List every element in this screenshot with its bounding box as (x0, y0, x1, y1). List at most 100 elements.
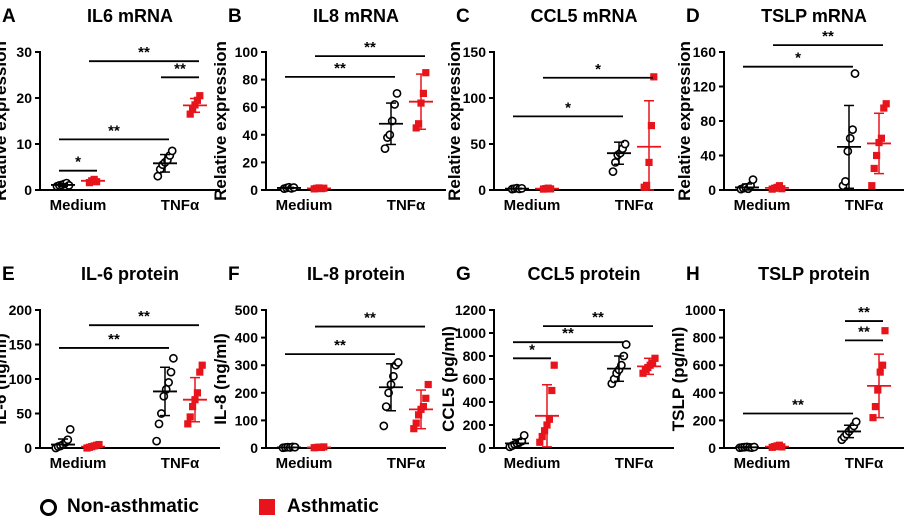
data-point-asthmatic (876, 368, 884, 376)
y-tick-label: 60 (242, 99, 258, 115)
data-point-asthmatic (186, 110, 194, 118)
data-point-asthmatic (422, 394, 430, 402)
x-tick-label: Medium (50, 197, 107, 214)
y-tick-label: 600 (693, 357, 717, 373)
significance-label: * (75, 154, 81, 171)
data-point-asthmatic (874, 386, 882, 394)
data-point-asthmatic (196, 92, 204, 100)
panel-title: CCL5 protein (527, 264, 640, 284)
legend: Non-asthmatic Asthmatic (40, 492, 439, 522)
y-tick-label: 0 (24, 440, 32, 456)
y-tick-label: 80 (700, 113, 716, 129)
x-tick-label: Medium (276, 455, 333, 472)
data-point-asthmatic (415, 120, 423, 128)
data-point-non-asthmatic (392, 89, 402, 98)
y-tick-label: 500 (235, 302, 259, 318)
data-point-asthmatic (412, 419, 420, 427)
y-tick-label: 80 (242, 72, 258, 88)
legend-label-asthmatic: Asthmatic (286, 496, 379, 517)
data-point-non-asthmatic (850, 69, 860, 78)
data-point-asthmatic (879, 361, 887, 369)
data-point-non-asthmatic (167, 146, 177, 156)
y-tick-label: 100 (235, 412, 259, 428)
data-point-asthmatic (419, 403, 427, 411)
y-tick-label: 150 (463, 44, 487, 60)
data-point-non-asthmatic (843, 146, 853, 156)
y-axis-label: Relative expression (445, 41, 464, 201)
x-tick-label: Medium (734, 455, 791, 472)
significance-label: * (565, 99, 571, 116)
panel-letter: F (228, 264, 240, 285)
data-point-asthmatic (880, 104, 888, 112)
y-tick-label: 20 (242, 154, 258, 170)
data-point-non-asthmatic (390, 100, 399, 109)
x-tick-label: Medium (276, 197, 333, 214)
data-point-non-asthmatic (841, 176, 850, 186)
data-point-asthmatic (193, 96, 201, 104)
y-axis-label: Relative expression (0, 41, 10, 201)
data-point-asthmatic (882, 100, 890, 108)
y-tick-label: 20 (16, 90, 32, 106)
data-point-non-asthmatic (621, 340, 631, 349)
panel-title: IL-6 protein (81, 264, 179, 284)
legend-item-asthmatic: Asthmatic (258, 496, 379, 518)
x-tick-label: TNFα (161, 197, 200, 214)
significance-label: ** (792, 397, 804, 414)
x-tick-label: TNFα (615, 455, 654, 472)
y-tick-label: 0 (250, 440, 258, 456)
y-tick-label: 150 (9, 337, 33, 353)
y-tick-label: 400 (693, 385, 717, 401)
panel-letter: A (2, 6, 16, 27)
data-point-asthmatic (868, 182, 876, 190)
y-tick-label: 100 (463, 90, 487, 106)
data-point-non-asthmatic (848, 125, 857, 135)
y-tick-label: 0 (478, 440, 486, 456)
y-tick-label: 10 (16, 136, 32, 152)
significance-label: ** (174, 60, 186, 77)
y-tick-label: 0 (708, 440, 716, 456)
y-tick-label: 40 (242, 127, 258, 143)
y-tick-label: 50 (16, 406, 32, 422)
data-point-asthmatic (186, 413, 194, 421)
y-tick-label: 200 (463, 417, 487, 433)
y-tick-label: 160 (693, 44, 717, 60)
y-axis-label: CCL5 (pg/ml) (439, 326, 458, 432)
x-tick-label: TNFα (615, 197, 654, 214)
data-point-asthmatic (415, 411, 423, 419)
data-point-non-asthmatic (385, 130, 395, 140)
y-tick-label: 1000 (685, 302, 716, 318)
panel-letter: E (2, 264, 15, 285)
x-tick-label: Medium (504, 197, 561, 214)
data-point-asthmatic (541, 427, 549, 435)
data-point-non-asthmatic (164, 378, 173, 387)
panel-letter: C (456, 6, 470, 27)
data-point-asthmatic (189, 105, 197, 114)
data-point-non-asthmatic (379, 421, 389, 431)
significance-label: ** (858, 304, 870, 321)
data-point-asthmatic (95, 440, 103, 449)
data-point-asthmatic (410, 425, 418, 433)
data-point-asthmatic (647, 122, 655, 130)
data-point-non-asthmatic (65, 424, 75, 434)
significance-label: ** (562, 325, 574, 342)
significance-label: ** (592, 309, 604, 326)
significance-label: * (595, 61, 601, 78)
significance-label: ** (138, 308, 150, 325)
y-tick-label: 400 (463, 394, 487, 410)
significance-label: ** (364, 310, 376, 327)
data-point-asthmatic (649, 359, 657, 367)
data-point-non-asthmatic (393, 358, 403, 367)
y-tick-label: 1200 (455, 302, 486, 318)
data-point-asthmatic (412, 124, 420, 132)
data-point-asthmatic (651, 354, 659, 362)
y-tick-label: 100 (9, 371, 33, 387)
significance-label: ** (364, 39, 376, 56)
panel-title: TSLP protein (758, 264, 870, 284)
data-point-asthmatic (422, 69, 430, 77)
x-tick-label: Medium (504, 455, 561, 472)
x-tick-label: Medium (734, 197, 791, 214)
panel-title: TSLP mRNA (761, 6, 867, 26)
data-point-non-asthmatic (168, 353, 178, 363)
y-axis-label: Relative expression (675, 41, 694, 201)
